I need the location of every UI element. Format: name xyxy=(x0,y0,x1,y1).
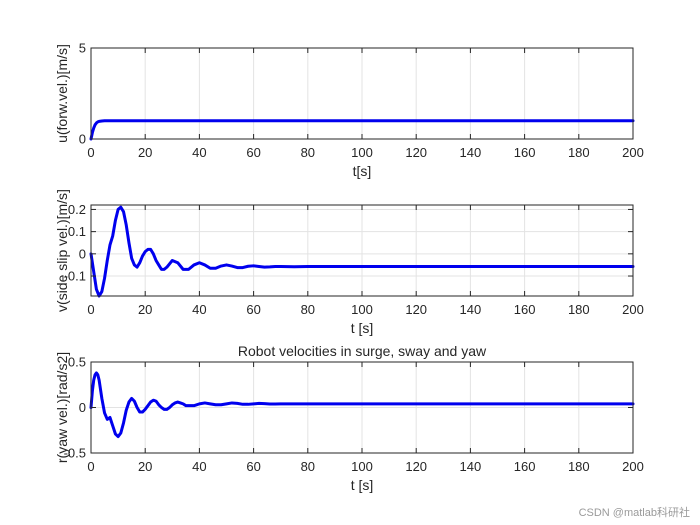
x-tick-label: 140 xyxy=(460,459,482,474)
x-tick-label: 80 xyxy=(301,459,315,474)
x-tick-label: 180 xyxy=(568,145,590,160)
x-axis-label: t [s] xyxy=(351,477,374,493)
x-tick-label: 20 xyxy=(138,302,152,317)
x-tick-label: 0 xyxy=(87,145,94,160)
x-tick-label: 140 xyxy=(460,302,482,317)
x-tick-label: 0 xyxy=(87,302,94,317)
x-tick-label: 20 xyxy=(138,459,152,474)
x-tick-label: 160 xyxy=(514,302,536,317)
x-tick-label: 40 xyxy=(192,145,206,160)
x-tick-label: 160 xyxy=(514,145,536,160)
y-tick-label: -0.5 xyxy=(64,446,86,461)
watermark: CSDN @matlab科研社 xyxy=(579,505,690,519)
subplots: 0 20 40 60 80 100 120 140 160 180 20005t[s]u(forw.… xyxy=(54,41,644,494)
x-tick-label: 60 xyxy=(246,145,260,160)
y-axis-label: u(forw.vel.)[m/s] xyxy=(54,44,70,143)
y-tick-label: -0.1 xyxy=(64,269,86,284)
x-axis-label: t [s] xyxy=(351,320,374,336)
x-axis-label: t[s] xyxy=(353,163,372,179)
x-tick-label: 120 xyxy=(405,459,427,474)
x-tick-label: 0 xyxy=(87,459,94,474)
data-line-series-1 xyxy=(89,119,635,141)
x-tick-label: 120 xyxy=(405,145,427,160)
x-tick-label: 80 xyxy=(301,302,315,317)
x-tick-label: 160 xyxy=(514,459,536,474)
data-line-series-1 xyxy=(89,371,635,439)
x-tick-label: 140 xyxy=(460,145,482,160)
x-tick-label: 100 xyxy=(351,302,373,317)
x-tick-label: 20 xyxy=(138,145,152,160)
x-tick-label: 180 xyxy=(568,459,590,474)
y-tick-label: 0 xyxy=(79,132,86,147)
data-line-series-1 xyxy=(89,205,635,298)
y-axis-label: r(yaw vel.)[rad/s2] xyxy=(54,352,70,463)
x-tick-label: 100 xyxy=(351,145,373,160)
subplot-3: 0 20 40 60 80 100 120 140 160 180 200-0.500.5t [s]… xyxy=(54,343,644,493)
x-tick-label: 200 xyxy=(622,459,644,474)
x-tick-label: 40 xyxy=(192,302,206,317)
x-tick-label: 60 xyxy=(246,459,260,474)
y-tick-label: 5 xyxy=(79,41,86,56)
x-tick-label: 200 xyxy=(622,302,644,317)
subplot-1: 0 20 40 60 80 100 120 140 160 180 200 0 5 t[s] u(forw.… xyxy=(54,41,644,180)
y-axis-label: v(side slip vel.)[m/s] xyxy=(54,189,70,312)
y-tick-label: 0 xyxy=(79,400,86,415)
x-tick-label: 100 xyxy=(351,459,373,474)
y-tick-label: 0.5 xyxy=(68,355,86,370)
x-tick-label: 80 xyxy=(301,145,315,160)
x-tick-label: 180 xyxy=(568,302,590,317)
y-tick-label: 0 xyxy=(79,246,86,261)
x-tick-label: 40 xyxy=(192,459,206,474)
chart-title: Robot velocities in surge, sway and yaw xyxy=(238,343,487,359)
subplot-2: 0 20 40 60 80 100 120 140 160 180 200 -0.1 0 0.1 0.2 t … xyxy=(54,189,644,336)
y-tick-label: 0.1 xyxy=(68,224,86,239)
x-tick-label: 200 xyxy=(622,145,644,160)
x-tick-label: 60 xyxy=(246,302,260,317)
x-tick-label: 120 xyxy=(405,302,427,317)
y-tick-label: 0.2 xyxy=(68,202,86,217)
